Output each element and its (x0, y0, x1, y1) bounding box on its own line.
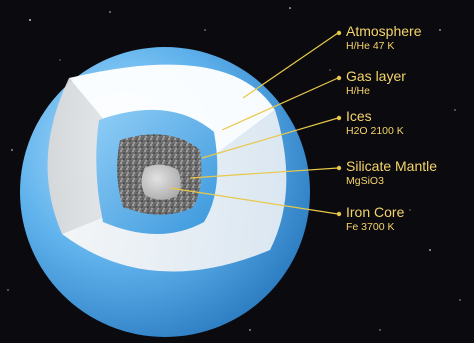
bullet-atmosphere (336, 30, 342, 36)
label-title: Silicate Mantle (346, 158, 438, 174)
bullet-gas-layer (336, 75, 342, 81)
leader-line-silicate-mantle (189, 167, 339, 179)
label-ices: Ices H2O 2100 K (346, 109, 404, 137)
label-gas-layer: Gas layer H/He (346, 69, 406, 97)
label-detail: Fe 3700 K (346, 220, 395, 233)
bullet-silicate-mantle (336, 165, 342, 171)
label-iron-core: Iron Core Fe 3700 K (346, 205, 404, 233)
label-detail: H2O 2100 K (346, 124, 404, 137)
bullet-iron-core (336, 211, 342, 217)
label-title: Gas layer (346, 68, 406, 84)
label-detail: H/He 47 K (346, 39, 395, 52)
iron-core-sphere (141, 164, 181, 200)
bullet-ices (336, 115, 342, 121)
label-atmosphere: Atmosphere H/He 47 K (346, 24, 421, 52)
label-title: Iron Core (346, 204, 405, 220)
leader-line-gas-layer (221, 77, 339, 131)
leader-line-iron-core (169, 187, 339, 215)
label-detail: MgSiO3 (346, 174, 384, 187)
label-title: Ices (346, 108, 372, 124)
leader-line-ices (201, 117, 339, 159)
label-detail: H/He (346, 84, 370, 97)
label-title: Atmosphere (346, 23, 422, 39)
starfield (7, 7, 461, 331)
label-silicate-mantle: Silicate Mantle MgSiO3 (346, 159, 437, 187)
leader-line-atmosphere (242, 32, 339, 99)
